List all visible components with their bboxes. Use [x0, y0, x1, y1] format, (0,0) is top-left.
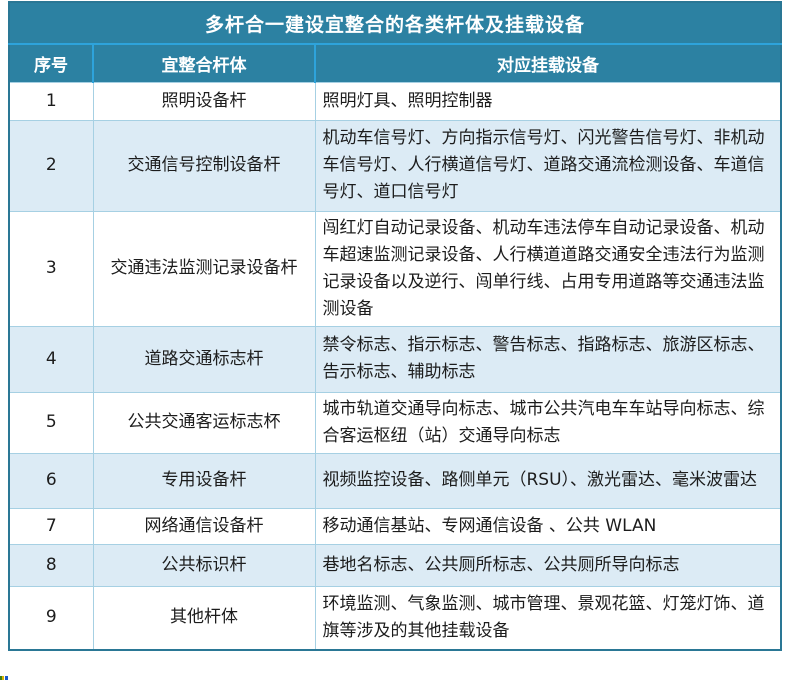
table-row: 5 公共交通客运标志杯 城市轨道交通导向标志、城市公共汽电车车站导向标志、综合客运枢…	[8, 391, 782, 454]
stray-corner-artifact	[0, 676, 8, 680]
cell-devices: 移动通信基站、专网通信设备 、公共 WLAN	[314, 507, 782, 545]
cell-pole: 公共标识杆	[92, 543, 316, 587]
table-row: 6 专用设备杆 视频监控设备、路侧单元（RSU）、激光雷达、毫米波雷达	[8, 452, 782, 509]
cell-pole: 交通违法监测记录设备杆	[92, 210, 316, 327]
cell-pole: 其他杆体	[92, 585, 316, 651]
cell-pole: 道路交通标志杆	[92, 325, 316, 393]
cell-devices: 照明灯具、照明控制器	[314, 81, 782, 121]
table-row: 3 交通违法监测记录设备杆 闯红灯自动记录设备、机动车违法停车自动记录设备、机动车超…	[8, 210, 782, 327]
col-header-devices: 对应挂载设备	[313, 44, 782, 82]
cell-devices: 禁令标志、指示标志、警告标志、指路标志、旅游区标志、告示标志、辅助标志	[314, 325, 782, 393]
cell-devices: 闯红灯自动记录设备、机动车违法停车自动记录设备、机动车超速监测记录设备、人行横道…	[314, 210, 782, 327]
header-row: 序号 宜整合杆体 对应挂载设备	[9, 44, 782, 82]
cell-index: 7	[8, 507, 94, 545]
cell-index: 9	[8, 585, 94, 651]
cell-pole: 交通信号控制设备杆	[92, 119, 316, 212]
cell-devices: 环境监测、气象监测、城市管理、景观花篮、灯笼灯饰、道旗等涉及的其他挂载设备	[314, 585, 782, 651]
col-header-index: 序号	[9, 44, 93, 82]
cell-pole: 公共交通客运标志杯	[92, 391, 316, 454]
cell-index: 2	[8, 119, 94, 212]
poles-table: 多杆合一建设宜整合的各类杆体及挂载设备 序号 宜整合杆体 对应挂载设备 1 照明设…	[8, 1, 783, 651]
table-row: 4 道路交通标志杆 禁令标志、指示标志、警告标志、指路标志、旅游区标志、告示标志、辅…	[8, 325, 782, 393]
cell-index: 1	[8, 81, 94, 121]
cell-pole: 照明设备杆	[92, 81, 316, 121]
table-row: 1 照明设备杆 照明灯具、照明控制器	[8, 81, 782, 121]
table-row: 8 公共标识杆 巷地名标志、公共厕所标志、公共厕所导向标志	[8, 543, 782, 587]
poles-table-container: 多杆合一建设宜整合的各类杆体及挂载设备 序号 宜整合杆体 对应挂载设备 1 照明设…	[8, 1, 783, 651]
table-row: 2 交通信号控制设备杆 机动车信号灯、方向指示信号灯、闪光警告信号灯、非机动车信号灯…	[8, 119, 782, 212]
cell-index: 4	[8, 325, 94, 393]
cell-devices: 城市轨道交通导向标志、城市公共汽电车车站导向标志、综合客运枢纽（站）交通导向标志	[314, 391, 782, 454]
table-row: 7 网络通信设备杆 移动通信基站、专网通信设备 、公共 WLAN	[8, 507, 782, 545]
title-row: 多杆合一建设宜整合的各类杆体及挂载设备	[9, 2, 782, 45]
table-title: 多杆合一建设宜整合的各类杆体及挂载设备	[9, 2, 782, 45]
cell-index: 8	[8, 543, 94, 587]
table-row: 9 其他杆体 环境监测、气象监测、城市管理、景观花篮、灯笼灯饰、道旗等涉及的其他挂载…	[8, 585, 782, 651]
cell-devices: 巷地名标志、公共厕所标志、公共厕所导向标志	[314, 543, 782, 587]
cell-pole: 专用设备杆	[92, 452, 316, 509]
cell-index: 3	[8, 210, 94, 327]
cell-index: 5	[8, 391, 94, 454]
cell-devices: 视频监控设备、路侧单元（RSU）、激光雷达、毫米波雷达	[314, 452, 782, 509]
table-body: 1 照明设备杆 照明灯具、照明控制器 2 交通信号控制设备杆 机动车信号灯、方向指示信号灯…	[8, 81, 782, 651]
cell-devices: 机动车信号灯、方向指示信号灯、闪光警告信号灯、非机动车信号灯、人行横道信号灯、道…	[314, 119, 782, 212]
cell-index: 6	[8, 452, 94, 509]
col-header-pole: 宜整合杆体	[92, 44, 315, 82]
cell-pole: 网络通信设备杆	[92, 507, 316, 545]
